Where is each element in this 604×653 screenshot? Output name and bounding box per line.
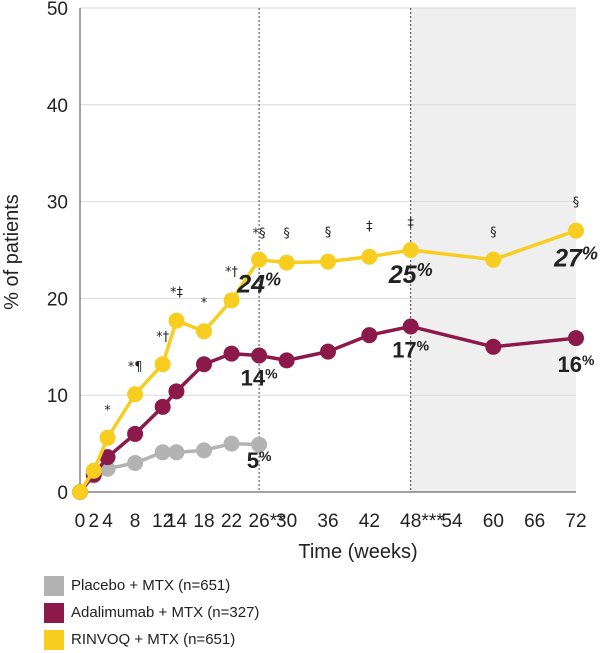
y-tick-label-20: 20 <box>47 289 68 310</box>
x-tick-label-60: 60 <box>483 511 504 532</box>
data-point-adalimumab-week-30 <box>278 352 295 369</box>
data-point-adalimumab-week-4 <box>99 449 116 466</box>
data-point-adalimumab-week-14 <box>168 383 185 400</box>
legend-label-adalimumab: Adalimumab + MTX (n=327) <box>71 604 260 621</box>
value-label-rinvoq-week-26: 24% <box>236 270 281 299</box>
data-point-placebo-week-18 <box>196 442 212 459</box>
data-point-rinvoq-week-8 <box>127 386 144 403</box>
annotations-group: * *¶ *† *‡ * *† *§ § § ‡ ‡ § § <box>104 195 579 418</box>
y-tick-label-0: 0 <box>57 483 68 504</box>
y-tick-label-30: 30 <box>47 193 68 214</box>
data-point-placebo-week-14 <box>168 444 185 461</box>
data-point-rinvoq-week-72 <box>568 222 584 239</box>
significance-annotation-week-26: *§ <box>253 226 266 241</box>
significance-annotation-week-14: *‡ <box>170 285 184 300</box>
y-axis-title: % of patients <box>1 194 23 310</box>
x-tick-label-22: 22 <box>221 511 242 532</box>
data-point-rinvoq-week-18 <box>196 323 212 340</box>
data-point-rinvoq-week-36 <box>320 253 336 270</box>
series-group <box>72 222 584 500</box>
significance-annotation-week-48: ‡ <box>407 216 414 231</box>
gridlines-group <box>80 7 576 396</box>
significance-annotation-week-42: ‡ <box>366 220 373 235</box>
significance-annotation-week-18: * <box>201 296 208 311</box>
legend-item-placebo: Placebo + MTX (n=651) <box>44 572 259 599</box>
y-tick-label-50: 50 <box>47 0 68 20</box>
x-tick-label-0: 0 <box>75 511 86 532</box>
shaded-region-group <box>410 8 576 492</box>
x-tick-label-18: 18 <box>193 511 214 532</box>
x-tick-label-66: 66 <box>524 511 545 532</box>
data-point-adalimumab-week-22 <box>223 345 240 362</box>
data-point-adalimumab-week-48 <box>402 318 419 335</box>
x-tick-label-72: 72 <box>565 511 586 532</box>
data-point-rinvoq-week-14 <box>168 312 185 329</box>
data-point-rinvoq-week-4 <box>99 429 116 446</box>
data-point-rinvoq-week-26 <box>251 251 268 268</box>
data-point-rinvoq-week-0 <box>72 484 88 500</box>
significance-annotation-week-12: *† <box>156 330 170 345</box>
legend-label-placebo: Placebo + MTX (n=651) <box>71 577 231 594</box>
x-tick-label-30: 30 <box>276 511 297 532</box>
legend-swatch-placebo <box>44 575 64 596</box>
data-point-adalimumab-week-12 <box>154 398 171 415</box>
x-tick-label-26: 26** <box>249 511 286 532</box>
x-tick-label-54: 54 <box>441 511 463 532</box>
data-point-rinvoq-week-22 <box>223 292 240 309</box>
data-point-adalimumab-week-36 <box>320 343 336 360</box>
x-tick-label-14: 14 <box>166 511 188 532</box>
significance-annotation-week-60: § <box>490 225 497 240</box>
data-point-rinvoq-week-12 <box>154 356 171 373</box>
y-tick-label-40: 40 <box>47 96 68 117</box>
data-point-adalimumab-week-42 <box>361 327 378 344</box>
data-point-rinvoq-week-30 <box>278 254 295 271</box>
value-label-adalimumab-week-72: 16% <box>558 352 595 377</box>
data-point-adalimumab-week-60 <box>485 338 502 355</box>
legend-swatch-adalimumab <box>44 602 64 623</box>
value-label-adalimumab-week-26: 14% <box>241 366 278 391</box>
data-point-adalimumab-week-18 <box>196 356 212 373</box>
x-tick-label-36: 36 <box>317 511 338 532</box>
x-tick-label-4: 4 <box>102 511 113 532</box>
x-tick-label-2: 2 <box>88 511 99 532</box>
data-point-rinvoq-week-42 <box>361 248 378 265</box>
x-tick-label-48: 48*** <box>400 511 444 532</box>
legend: Placebo + MTX (n=651) Adalimumab + MTX (… <box>44 572 259 653</box>
data-point-rinvoq-week-60 <box>485 251 502 268</box>
data-point-rinvoq-week-48 <box>402 242 419 258</box>
significance-annotation-week-36: § <box>325 225 332 240</box>
significance-annotation-week-30: § <box>283 226 290 241</box>
legend-item-rinvoq: RINVOQ + MTX (n=651) <box>44 626 259 653</box>
data-point-placebo-week-8 <box>127 454 144 471</box>
value-label-rinvoq-week-72: 27% <box>553 243 598 272</box>
significance-annotation-week-72: § <box>573 195 580 210</box>
legend-label-rinvoq: RINVOQ + MTX (n=651) <box>71 631 236 648</box>
data-point-adalimumab-week-72 <box>568 330 584 347</box>
x-tick-label-8: 8 <box>130 511 141 532</box>
data-point-adalimumab-week-26 <box>251 347 268 364</box>
x-axis-title: Time (weeks) <box>298 541 417 563</box>
data-point-placebo-week-12 <box>154 444 171 461</box>
data-point-placebo-week-22 <box>223 435 240 452</box>
data-point-adalimumab-week-8 <box>127 425 144 442</box>
legend-item-adalimumab: Adalimumab + MTX (n=327) <box>44 599 259 626</box>
x-tick-label-12: 12 <box>152 511 173 532</box>
x-tick-label-42: 42 <box>359 511 380 532</box>
data-point-rinvoq-week-2 <box>85 462 102 479</box>
data-point-placebo-week-26 <box>251 436 268 453</box>
shaded-region <box>410 8 576 492</box>
significance-annotation-week-4: * <box>104 404 111 419</box>
y-tick-label-10: 10 <box>47 386 68 407</box>
legend-swatch-rinvoq <box>44 629 64 650</box>
significance-annotation-week-8: *¶ <box>128 360 143 375</box>
significance-annotation-week-22: *† <box>225 265 239 280</box>
reference-lines-group <box>258 8 412 492</box>
